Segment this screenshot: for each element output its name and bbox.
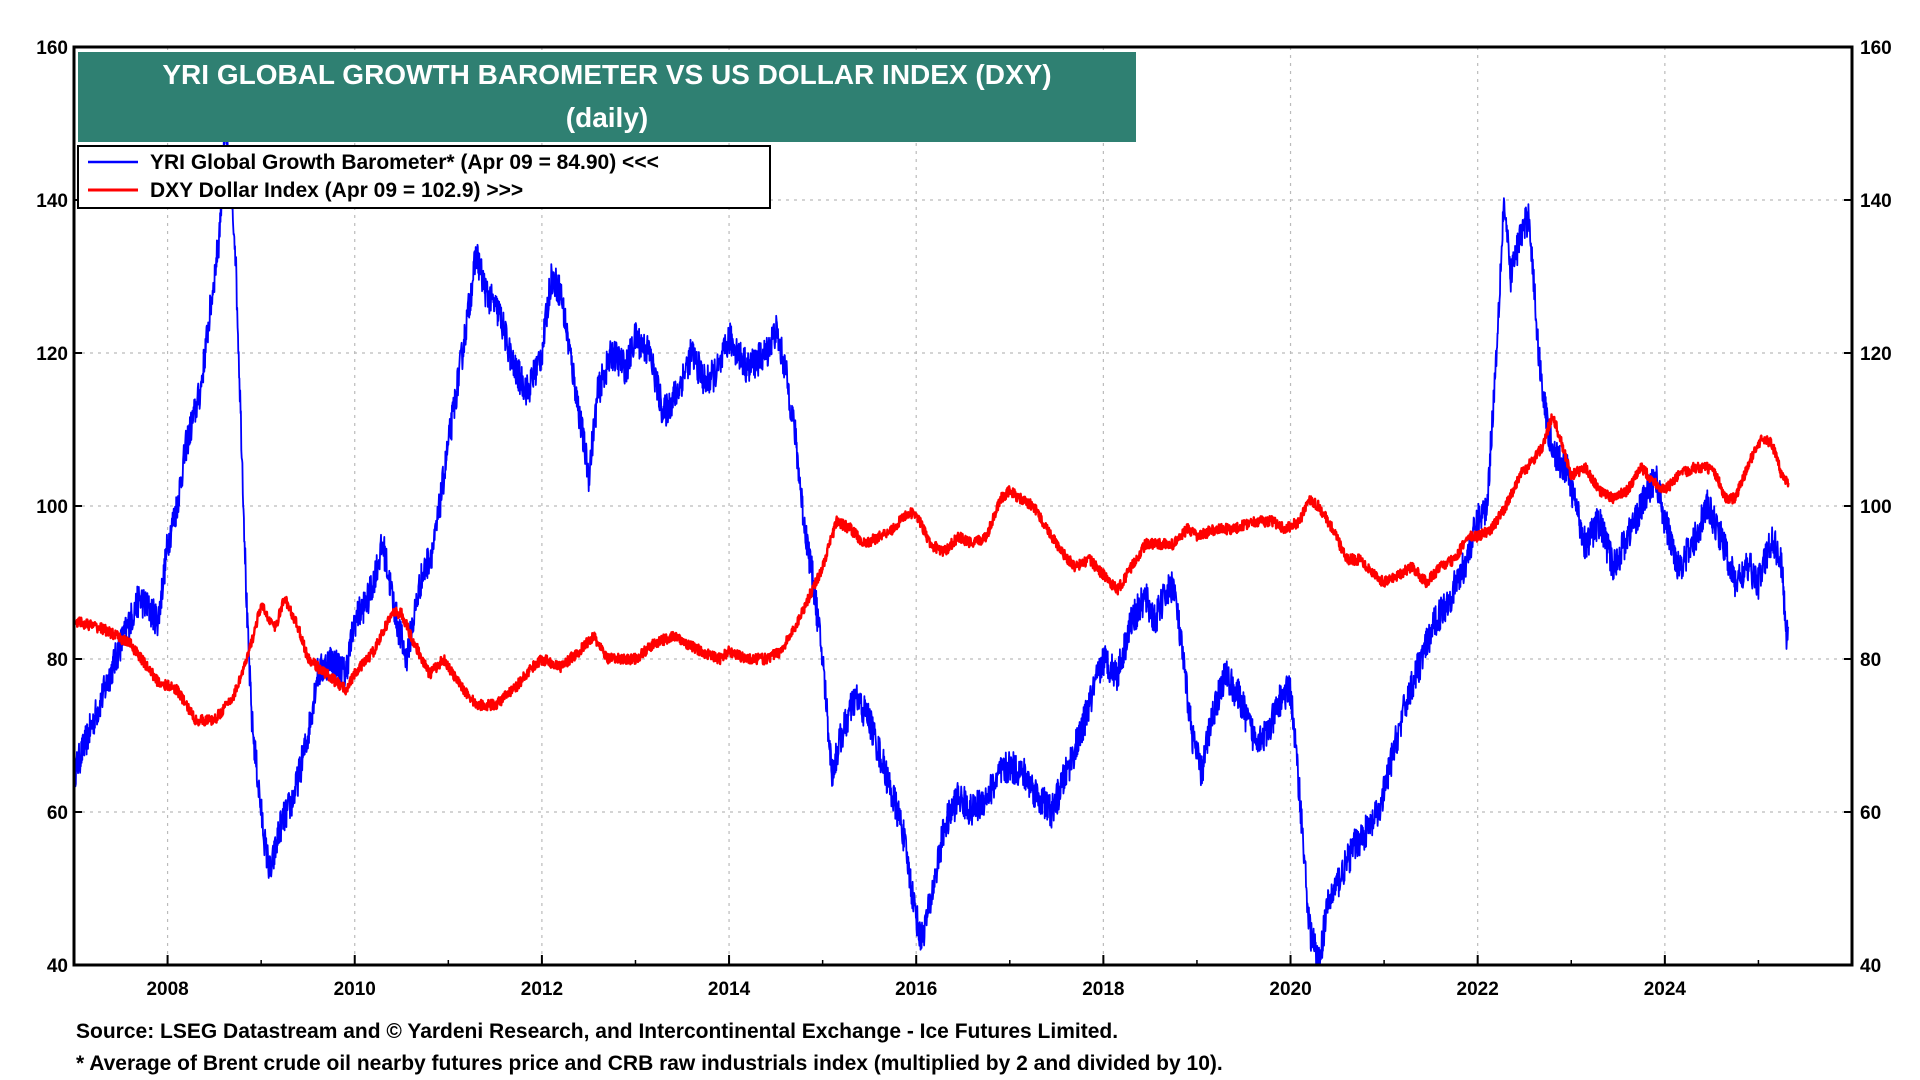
ticks-layer: 40 40 60 60 80 80 100 100 120 120 140 140 160 160 2008… bbox=[36, 38, 1891, 1000]
y-right-tick-label: 120 bbox=[1860, 344, 1892, 365]
title-box bbox=[78, 52, 1136, 142]
series-line-dxy bbox=[73, 413, 1790, 727]
legend-label-yri: YRI Global Growth Barometer* (Apr 09 = 8… bbox=[150, 151, 659, 174]
x-tick-label: 2018 bbox=[1082, 979, 1124, 1000]
legend-label-dxy: DXY Dollar Index (Apr 09 = 102.9) >>> bbox=[150, 179, 523, 202]
y-right-tick-label: 60 bbox=[1860, 803, 1881, 824]
y-left-tick-label: 60 bbox=[47, 803, 68, 824]
y-left-tick-label: 40 bbox=[47, 956, 68, 977]
chart-title: YRI GLOBAL GROWTH BAROMETER VS US DOLLAR… bbox=[162, 59, 1051, 90]
y-left-tick-label: 160 bbox=[36, 38, 68, 59]
series-layer bbox=[73, 122, 1790, 966]
x-tick-label: 2008 bbox=[146, 979, 188, 1000]
legend-box bbox=[77, 145, 771, 209]
series-line-yri bbox=[73, 122, 1790, 966]
y-left-tick-label: 100 bbox=[36, 497, 68, 518]
footnote: * Average of Brent crude oil nearby futu… bbox=[76, 1052, 1223, 1075]
source-note: Source: LSEG Datastream and © Yardeni Re… bbox=[76, 1020, 1118, 1043]
x-tick-label: 2010 bbox=[334, 979, 376, 1000]
x-tick-label: 2022 bbox=[1457, 979, 1499, 1000]
y-right-tick-label: 80 bbox=[1860, 650, 1881, 671]
chart-subtitle: (daily) bbox=[566, 102, 648, 133]
x-tick-label: 2014 bbox=[708, 979, 751, 1000]
x-tick-label: 2012 bbox=[521, 979, 563, 1000]
y-right-tick-label: 40 bbox=[1860, 956, 1881, 977]
y-left-tick-label: 80 bbox=[47, 650, 68, 671]
legend: YRI Global Growth Barometer* (Apr 09 = 8… bbox=[77, 145, 771, 209]
y-left-tick-label: 120 bbox=[36, 344, 68, 365]
y-right-tick-label: 100 bbox=[1860, 497, 1892, 518]
y-right-tick-label: 160 bbox=[1860, 38, 1892, 59]
y-left-tick-label: 140 bbox=[36, 191, 68, 212]
x-tick-label: 2024 bbox=[1644, 979, 1687, 1000]
x-tick-label: 2016 bbox=[895, 979, 937, 1000]
x-tick-label: 2020 bbox=[1269, 979, 1311, 1000]
y-right-tick-label: 140 bbox=[1860, 191, 1892, 212]
